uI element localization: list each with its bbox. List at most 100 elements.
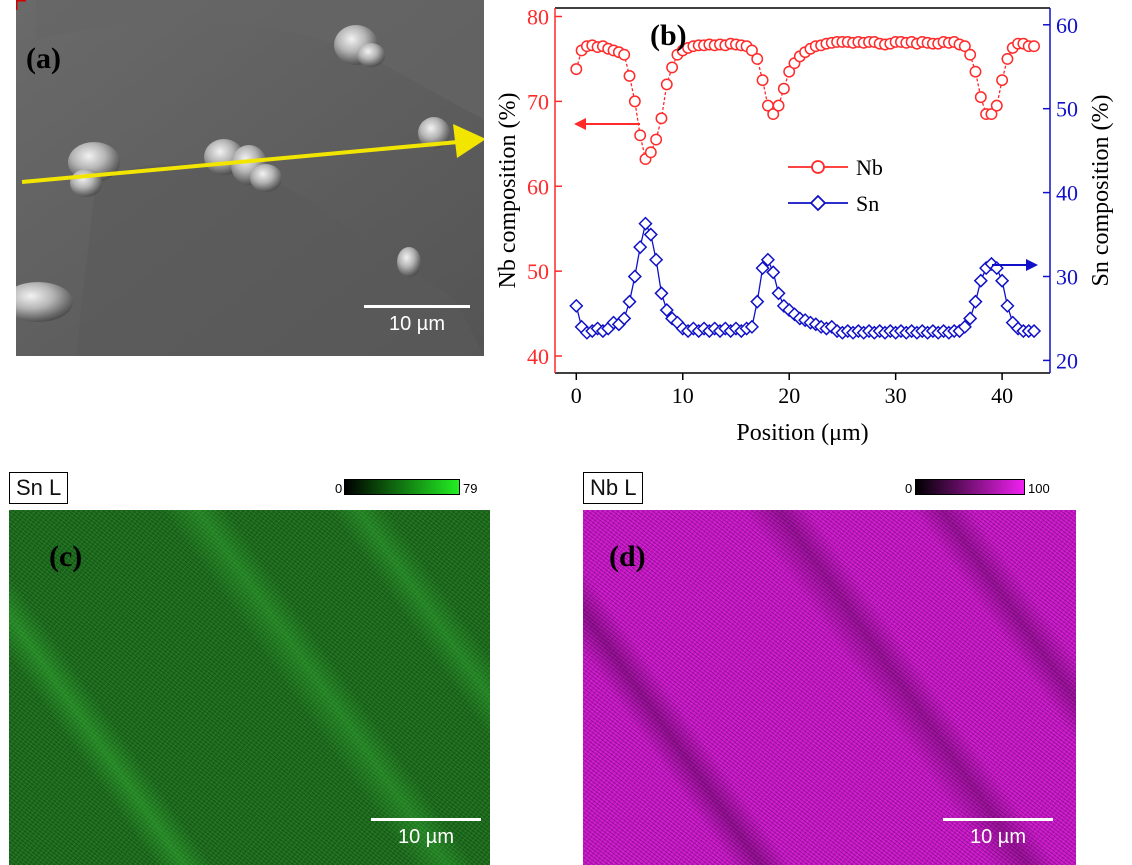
panel-label-a: (a) (26, 42, 61, 75)
sn-data-point (968, 294, 983, 309)
sn-data-point (755, 261, 770, 276)
left-y-tick-label: 40 (527, 344, 549, 369)
sn-data-point (643, 227, 658, 242)
right-y-tick-label: 50 (1056, 97, 1078, 122)
right-y-tick-label: 30 (1056, 265, 1078, 290)
panel-label-d: (d) (609, 540, 646, 573)
legend-nb-label: Nb (856, 155, 883, 180)
sn-data-point (569, 298, 584, 313)
nb-data-point (985, 108, 998, 121)
scale-bar-label: 10 µm (389, 313, 445, 335)
left-y-tick-label: 70 (527, 89, 549, 114)
nb-data-point (650, 133, 663, 146)
sn-data-point (957, 319, 972, 334)
nb-data-point (767, 108, 780, 121)
sn-data-point (638, 216, 653, 231)
sn-data-point (760, 252, 775, 267)
sn-data-point (659, 303, 674, 318)
nb-data-point (974, 91, 987, 104)
nb-data-point (772, 99, 785, 112)
x-tick-label: 40 (991, 383, 1013, 408)
nb-data-point (660, 78, 673, 91)
sn-data-point (622, 294, 637, 309)
sn-data-point (654, 286, 669, 301)
sn-map-header: Sn L (9, 472, 69, 504)
line-scan-arrow (21, 124, 484, 184)
left-y-tick-label: 60 (527, 174, 549, 199)
nb-data-point (783, 65, 796, 78)
sn-data-point (649, 252, 664, 267)
nb-data-point (1028, 40, 1040, 53)
nb-axis-arrowhead (574, 118, 586, 130)
sem-image-panel: (a) 10 µm (16, 0, 484, 356)
composition-line-chart: 0 10 20 30 40 40 50 60 70 80 20 30 40 50 60 Position (μ… (495, 4, 1114, 446)
sn-data-point (750, 294, 765, 309)
sn-data-point (766, 265, 781, 280)
nb-data-point (964, 48, 977, 61)
sn-data-point (1026, 323, 1042, 339)
sn-element-map: (c) 10 µm (9, 510, 490, 865)
sn-data-point (963, 311, 978, 326)
x-axis-label: Position (μm) (736, 420, 868, 446)
nb-data-point (623, 69, 636, 82)
sn-data-point (995, 273, 1010, 288)
nb-data-point (996, 74, 1009, 87)
sn-data-point (633, 240, 648, 255)
left-y-tick-label: 50 (527, 259, 549, 284)
sn-colorbar-max: 79 (463, 481, 478, 496)
nb-map-header: Nb L (583, 472, 644, 504)
x-tick-label: 0 (571, 383, 582, 408)
nb-data-point (958, 40, 971, 53)
sem-particles (16, 25, 450, 322)
sem-image (16, 0, 484, 356)
sn-data-point (1000, 298, 1015, 313)
x-tick-label: 10 (672, 383, 694, 408)
nb-series (570, 36, 1040, 166)
nb-colorbar (915, 479, 1025, 495)
right-y-tick-label: 40 (1056, 181, 1078, 206)
sn-series (569, 216, 1042, 340)
nb-data-point (969, 65, 982, 78)
scale-bar-label: 10 µm (970, 826, 1026, 848)
nb-data-point (751, 52, 764, 65)
sn-colorbar-min: 0 (335, 481, 343, 496)
nb-data-point (655, 112, 668, 125)
right-y-tick-label: 60 (1056, 13, 1078, 38)
chart-legend: Nb Sn (788, 155, 883, 216)
nb-data-point (628, 95, 641, 108)
nb-data-point (777, 82, 790, 95)
panel-label-c: (c) (49, 540, 83, 573)
nb-data-point (1001, 52, 1014, 65)
nb-data-point (634, 129, 647, 142)
legend-sn-marker (809, 194, 827, 212)
axis-indicator-arrows (574, 118, 1038, 271)
legend-sn-label: Sn (856, 191, 879, 216)
nb-data-point (990, 99, 1003, 112)
sn-data-point (771, 286, 786, 301)
sn-data-point (744, 319, 759, 334)
right-y-axis-label: Sn composition (%) (1088, 95, 1114, 287)
nb-data-point (745, 44, 758, 57)
legend-nb-marker (811, 160, 825, 174)
nb-colorbar-max: 100 (1028, 481, 1050, 496)
left-y-axis-label: Nb composition (%) (495, 93, 521, 289)
scale-bar-label: 10 µm (398, 826, 454, 848)
nb-data-point (618, 48, 631, 61)
sn-axis-arrowhead (1026, 259, 1038, 271)
x-tick-label: 20 (778, 383, 800, 408)
nb-data-point (570, 63, 583, 76)
nb-data-point (666, 61, 679, 74)
nb-data-point (644, 146, 657, 159)
panel-label-b: (b) (650, 19, 687, 52)
left-y-tick-label: 80 (527, 4, 549, 29)
x-tick-label: 30 (885, 383, 907, 408)
nb-series-line (575, 41, 1035, 161)
sn-colorbar (344, 479, 460, 495)
sn-data-point (973, 273, 988, 288)
sn-data-point (617, 311, 632, 326)
nb-data-point (756, 74, 769, 87)
right-y-tick-label: 20 (1056, 348, 1078, 373)
nb-element-map: (d) 10 µm (583, 510, 1076, 865)
nb-colorbar-min: 0 (905, 481, 913, 496)
sn-data-point (627, 269, 642, 284)
